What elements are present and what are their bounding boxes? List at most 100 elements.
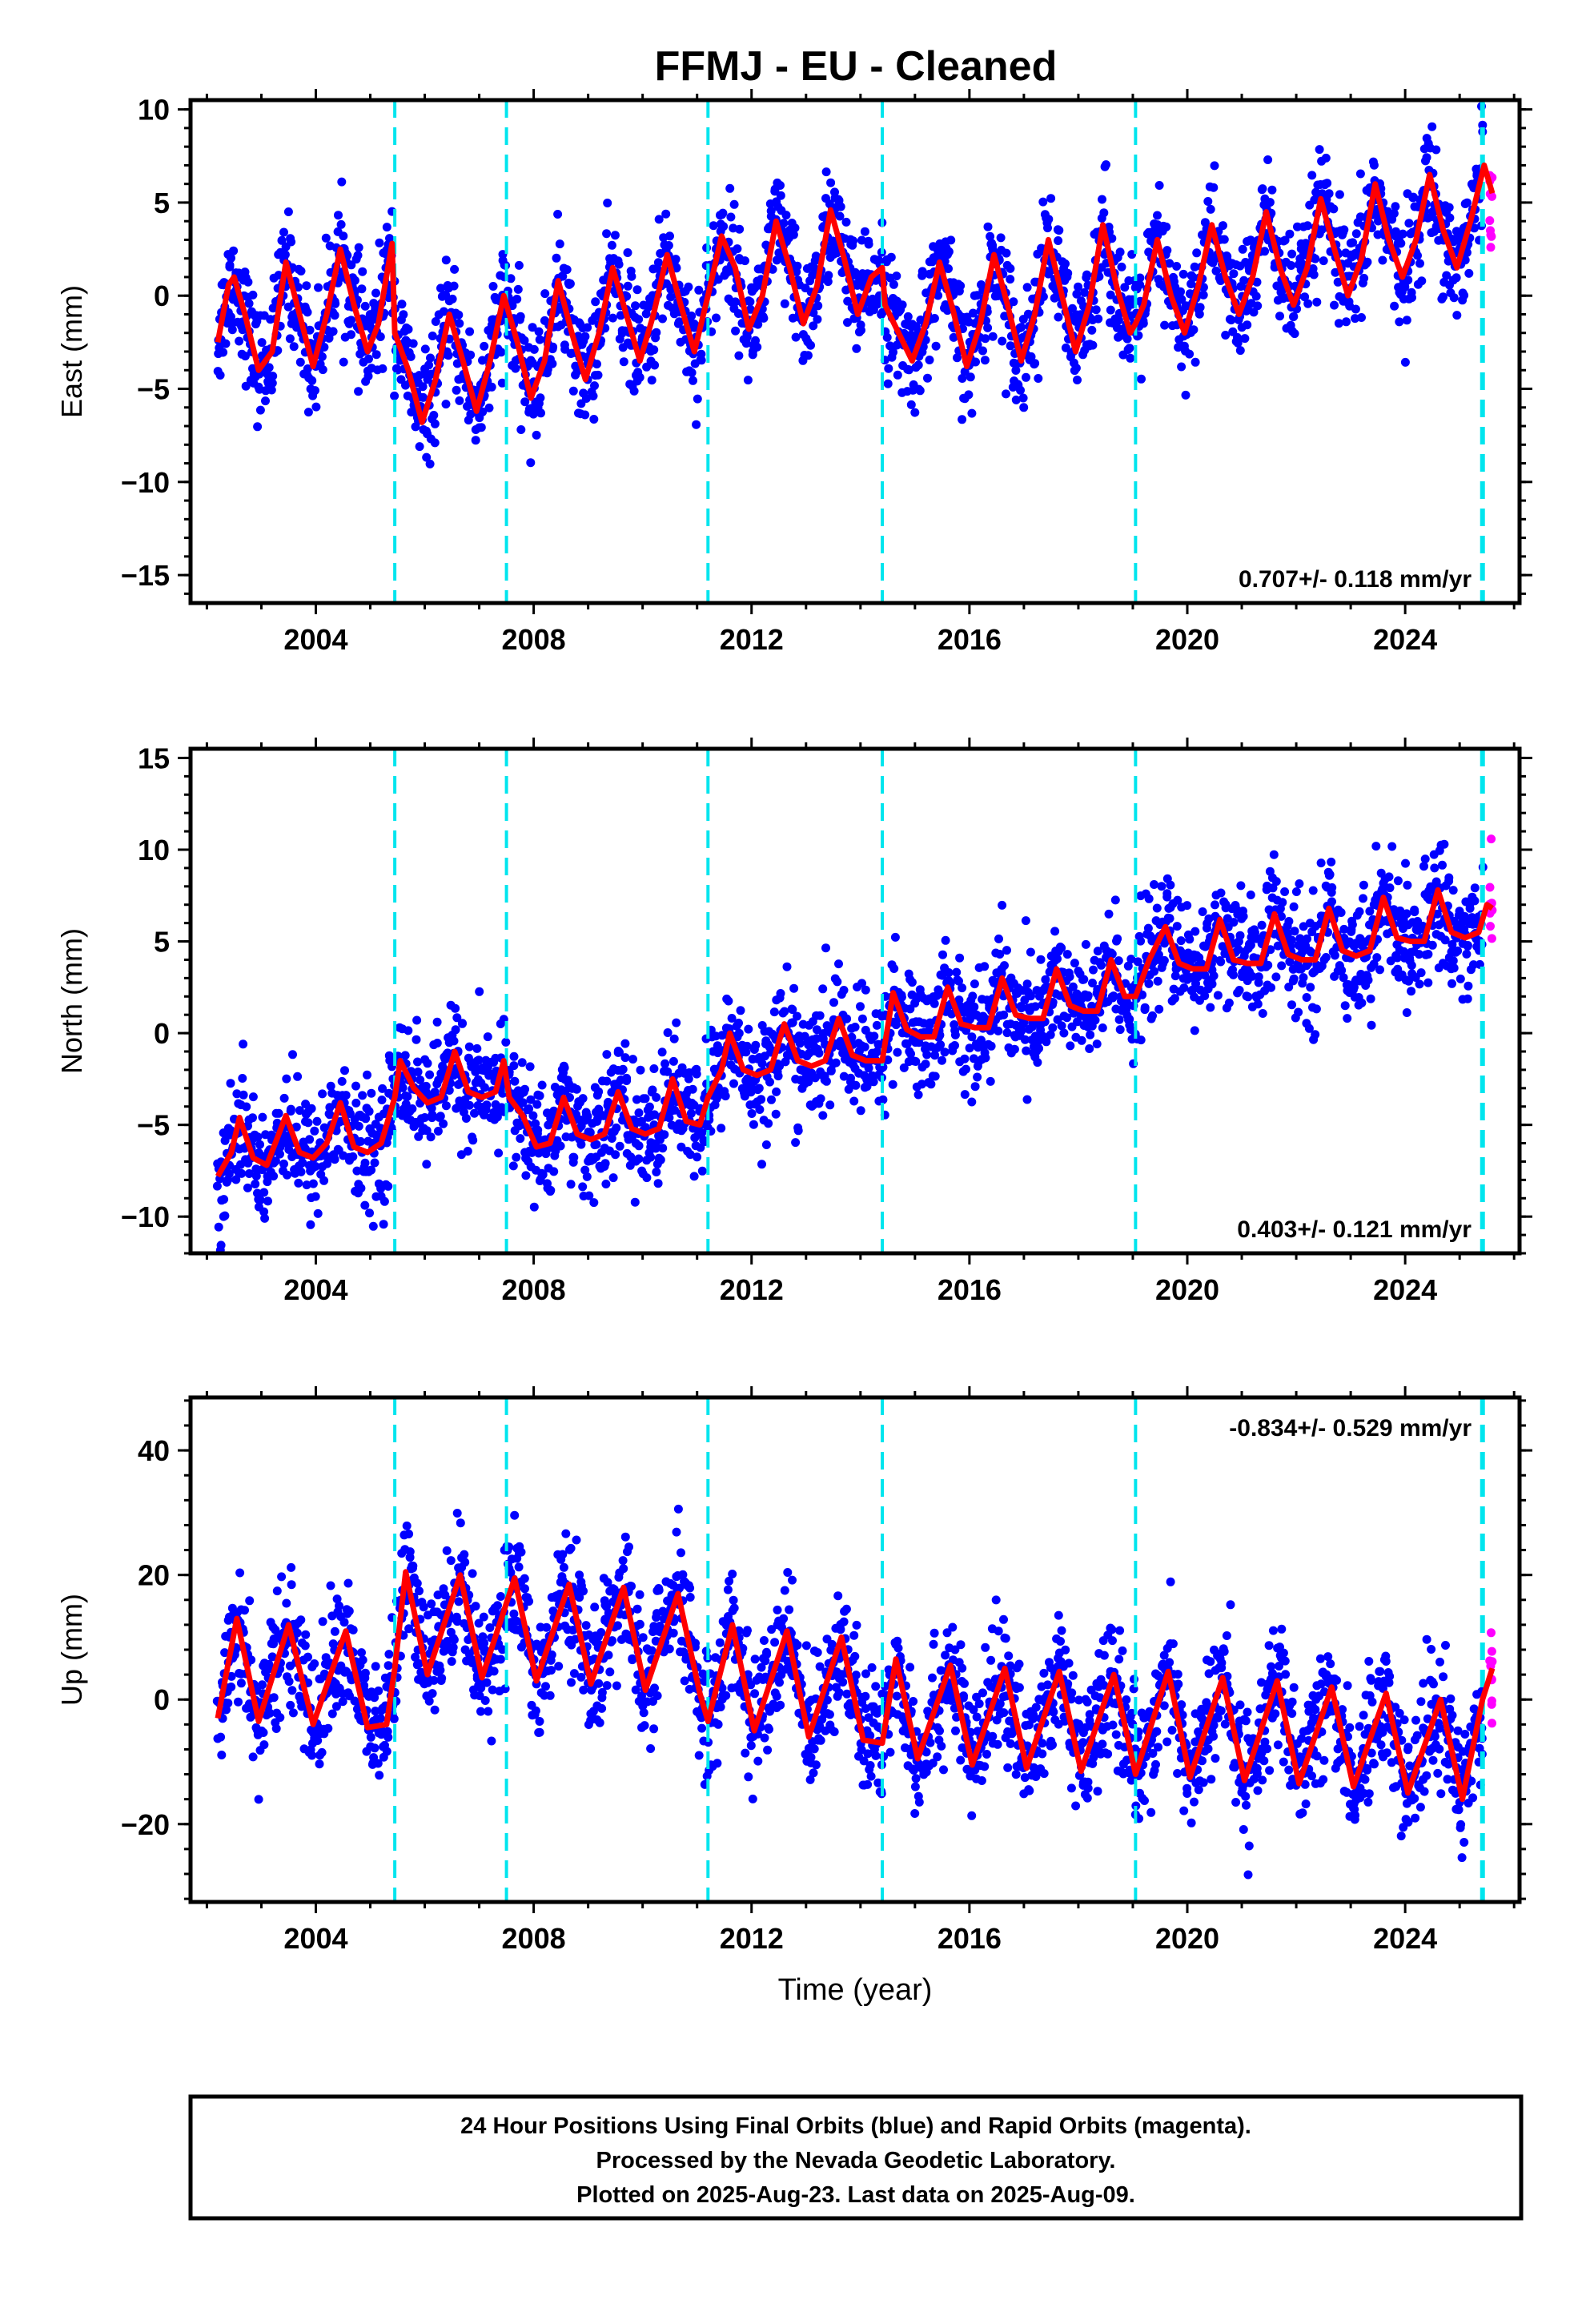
final-orbit-point [326, 1081, 335, 1091]
final-orbit-point [852, 344, 861, 353]
final-orbit-point [721, 1092, 730, 1101]
final-orbit-point [789, 230, 798, 239]
final-orbit-point [636, 1065, 645, 1075]
final-orbit-point [729, 1079, 738, 1088]
final-orbit-point [367, 1165, 376, 1175]
final-orbit-point [336, 219, 346, 229]
final-orbit-point [511, 364, 520, 373]
final-orbit-point [1046, 194, 1056, 203]
final-orbit-point [358, 267, 367, 276]
final-orbit-point [1150, 967, 1159, 976]
final-orbit-point [347, 316, 356, 325]
final-orbit-point [1090, 1015, 1100, 1025]
final-orbit-point [420, 344, 430, 354]
final-orbit-point [1011, 395, 1021, 404]
final-orbit-point [1335, 190, 1344, 199]
final-orbit-point [1107, 234, 1117, 243]
final-orbit-point [1125, 344, 1134, 353]
final-orbit-point [364, 354, 373, 364]
final-orbit-point [347, 260, 356, 270]
final-orbit-point [492, 1109, 502, 1119]
final-orbit-point [1470, 223, 1479, 233]
final-orbit-point [441, 1101, 451, 1111]
final-orbit-point [408, 1104, 417, 1113]
final-orbit-point [398, 1083, 408, 1092]
final-orbit-point [1002, 1028, 1012, 1038]
final-orbit-point [1404, 976, 1413, 986]
final-orbit-point [538, 1170, 548, 1180]
final-orbit-point [608, 313, 617, 323]
final-orbit-point [1420, 854, 1430, 864]
final-orbit-point [377, 1096, 387, 1104]
final-orbit-point [981, 334, 990, 344]
final-orbit-point [347, 330, 355, 340]
final-orbit-point [1460, 291, 1469, 300]
final-orbit-point [1440, 935, 1450, 945]
final-orbit-point [925, 356, 934, 364]
final-orbit-point [528, 323, 537, 332]
final-orbit-point [815, 1011, 825, 1020]
final-orbit-point [572, 1084, 581, 1094]
final-orbit-point [824, 271, 833, 280]
final-orbit-point [1022, 1046, 1031, 1055]
final-orbit-point [689, 1172, 699, 1181]
final-orbit-point [634, 315, 644, 324]
final-orbit-point [426, 353, 435, 363]
final-orbit-point [1317, 225, 1327, 235]
final-orbit-point [628, 1055, 637, 1064]
final-orbit-point [277, 235, 287, 245]
final-orbit-point [742, 1041, 752, 1051]
final-orbit-point [1070, 959, 1079, 968]
final-orbit-point [843, 318, 852, 328]
final-orbit-point [588, 392, 598, 400]
final-orbit-point [1140, 1003, 1150, 1012]
final-orbit-point [251, 1180, 260, 1188]
final-orbit-point [255, 1140, 264, 1149]
final-orbit-point [1178, 269, 1188, 279]
final-orbit-point [726, 212, 736, 222]
final-orbit-point [513, 284, 523, 294]
final-orbit-point [1143, 923, 1153, 933]
final-orbit-point [1137, 374, 1146, 384]
final-orbit-point [537, 1080, 547, 1090]
final-orbit-point [921, 1059, 930, 1069]
final-orbit-point [397, 300, 407, 309]
final-orbit-point [847, 1032, 857, 1042]
final-orbit-point [226, 1079, 235, 1088]
final-orbit-point [1235, 346, 1245, 356]
final-orbit-point [482, 1100, 492, 1110]
final-orbit-point [1257, 920, 1267, 930]
final-orbit-point [923, 373, 932, 383]
final-orbit-point [1114, 316, 1123, 325]
final-orbit-point [361, 1114, 371, 1124]
final-orbit-point [1061, 343, 1070, 352]
final-orbit-point [371, 350, 381, 360]
final-orbit-point [1355, 907, 1364, 916]
final-orbit-point [432, 1039, 442, 1047]
final-orbit-point [423, 1059, 432, 1068]
final-orbit-point [860, 1042, 869, 1051]
final-orbit-point [1033, 1058, 1042, 1068]
final-orbit-point [1447, 979, 1456, 988]
final-orbit-point [918, 342, 928, 352]
final-orbit-point [926, 1080, 936, 1089]
final-orbit-point [950, 1026, 960, 1035]
final-orbit-point [509, 1061, 519, 1071]
final-orbit-point [856, 1002, 865, 1011]
final-orbit-point [1198, 907, 1207, 916]
final-orbit-point [717, 1031, 727, 1040]
final-orbit-point [891, 1020, 901, 1030]
final-orbit-point [439, 1119, 448, 1128]
y-axis-label: North (mm) [55, 928, 88, 1074]
final-orbit-point [259, 1207, 269, 1216]
final-orbit-point [1191, 927, 1200, 936]
final-orbit-point [288, 1050, 297, 1059]
final-orbit-point [889, 348, 897, 357]
final-orbit-point [658, 314, 667, 324]
final-orbit-point [1181, 390, 1191, 400]
final-orbit-point [244, 299, 254, 308]
final-orbit-point [1054, 226, 1064, 235]
final-orbit-point [632, 285, 642, 295]
final-orbit-point [793, 1011, 801, 1021]
final-orbit-point [803, 351, 813, 360]
